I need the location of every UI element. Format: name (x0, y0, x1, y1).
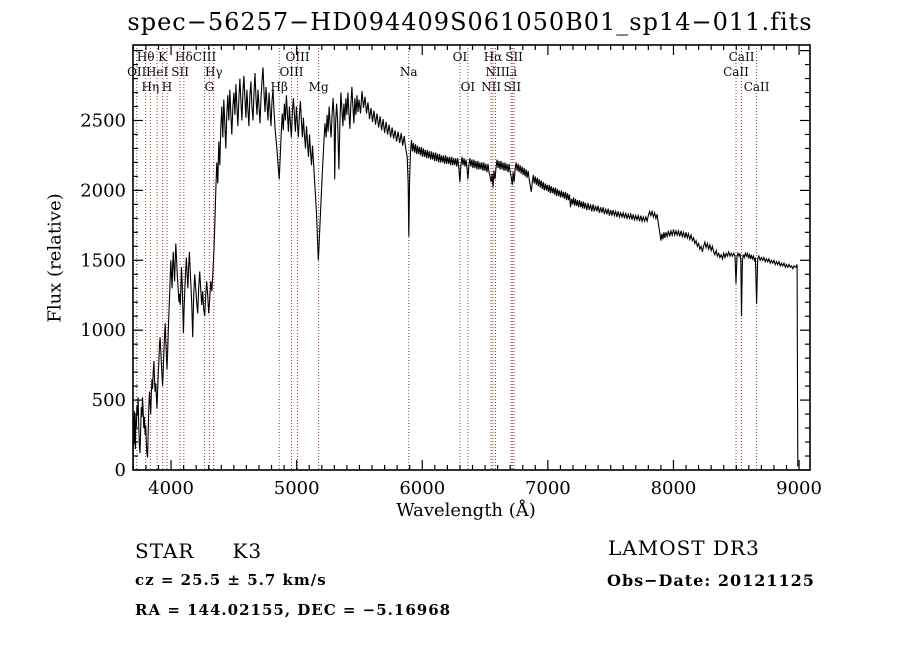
y-tick-label: 1000 (80, 320, 126, 341)
spectral-line-label: CaII (744, 80, 770, 94)
spectral-line-label: NII (485, 65, 505, 79)
x-tick-label: 4000 (148, 478, 194, 499)
x-tick-label: 9000 (776, 478, 822, 499)
y-axis-label: Flux (relative) (44, 193, 66, 323)
y-tick-label: 0 (115, 460, 126, 481)
x-tick-label: 7000 (525, 478, 571, 499)
spectral-line-label: Mg (309, 80, 329, 94)
obsdate-annotation: Obs−Date: 20121125 (607, 571, 815, 590)
spectral-line-label: Hη (142, 80, 160, 94)
y-tick-label: 1500 (80, 250, 126, 271)
spectral-line-label: Hβ (270, 80, 287, 94)
spectral-line-label: SII (171, 65, 189, 79)
y-tick-label: 2000 (80, 180, 126, 201)
spectral-line-label: OIII (286, 50, 310, 64)
x-tick-label: 8000 (651, 478, 697, 499)
x-tick-label: 6000 (399, 478, 445, 499)
object-class: STAR (135, 539, 195, 563)
survey-annotation: LAMOST DR3 (608, 536, 760, 560)
spectral-line-label: Hα (484, 50, 503, 64)
spectral-line-label: CIII (193, 50, 217, 64)
spectral-line-label: Hθ (137, 50, 155, 64)
object-class-annotation: STAR K3 (135, 539, 262, 563)
spectral-line-label: K (158, 50, 168, 64)
plot-frame (132, 44, 811, 471)
spectral-line-label: Li (505, 65, 517, 79)
spectral-line-label: G (205, 80, 215, 94)
radec-annotation: RA = 144.02155, DEC = −5.16968 (135, 601, 452, 619)
spectral-line-label: OI (453, 50, 468, 64)
spectral-line-label: OII (127, 65, 147, 79)
spectral-line-label: CaII (729, 50, 755, 64)
spectral-line-label: OIII (279, 65, 303, 79)
spectral-line-label: Na (400, 65, 418, 79)
y-tick-label: 2500 (80, 110, 126, 131)
spectral-line-label: HeI (146, 65, 169, 79)
spectral-line-label: H (162, 80, 172, 94)
spectral-line-label: CaII (723, 65, 749, 79)
x-axis-label: Wavelength (Å) (396, 500, 536, 521)
spectral-line-label: NII (481, 80, 501, 94)
spectral-line-label: Hγ (205, 65, 223, 79)
spectrum-trace (132, 67, 799, 467)
spectral-line-label: SII (505, 50, 523, 64)
spectral-line-label: Hδ (175, 50, 193, 64)
y-tick-label: 500 (92, 390, 126, 411)
cz-annotation: cz = 25.5 ± 5.7 km/s (135, 571, 327, 589)
plot-title: spec−56257−HD094409S061050B01_sp14−011.f… (127, 8, 813, 36)
spectral-line-label: SII (503, 80, 521, 94)
x-tick-label: 5000 (274, 478, 320, 499)
object-subclass: K3 (232, 539, 263, 563)
spectral-line-label: OI (461, 80, 476, 94)
